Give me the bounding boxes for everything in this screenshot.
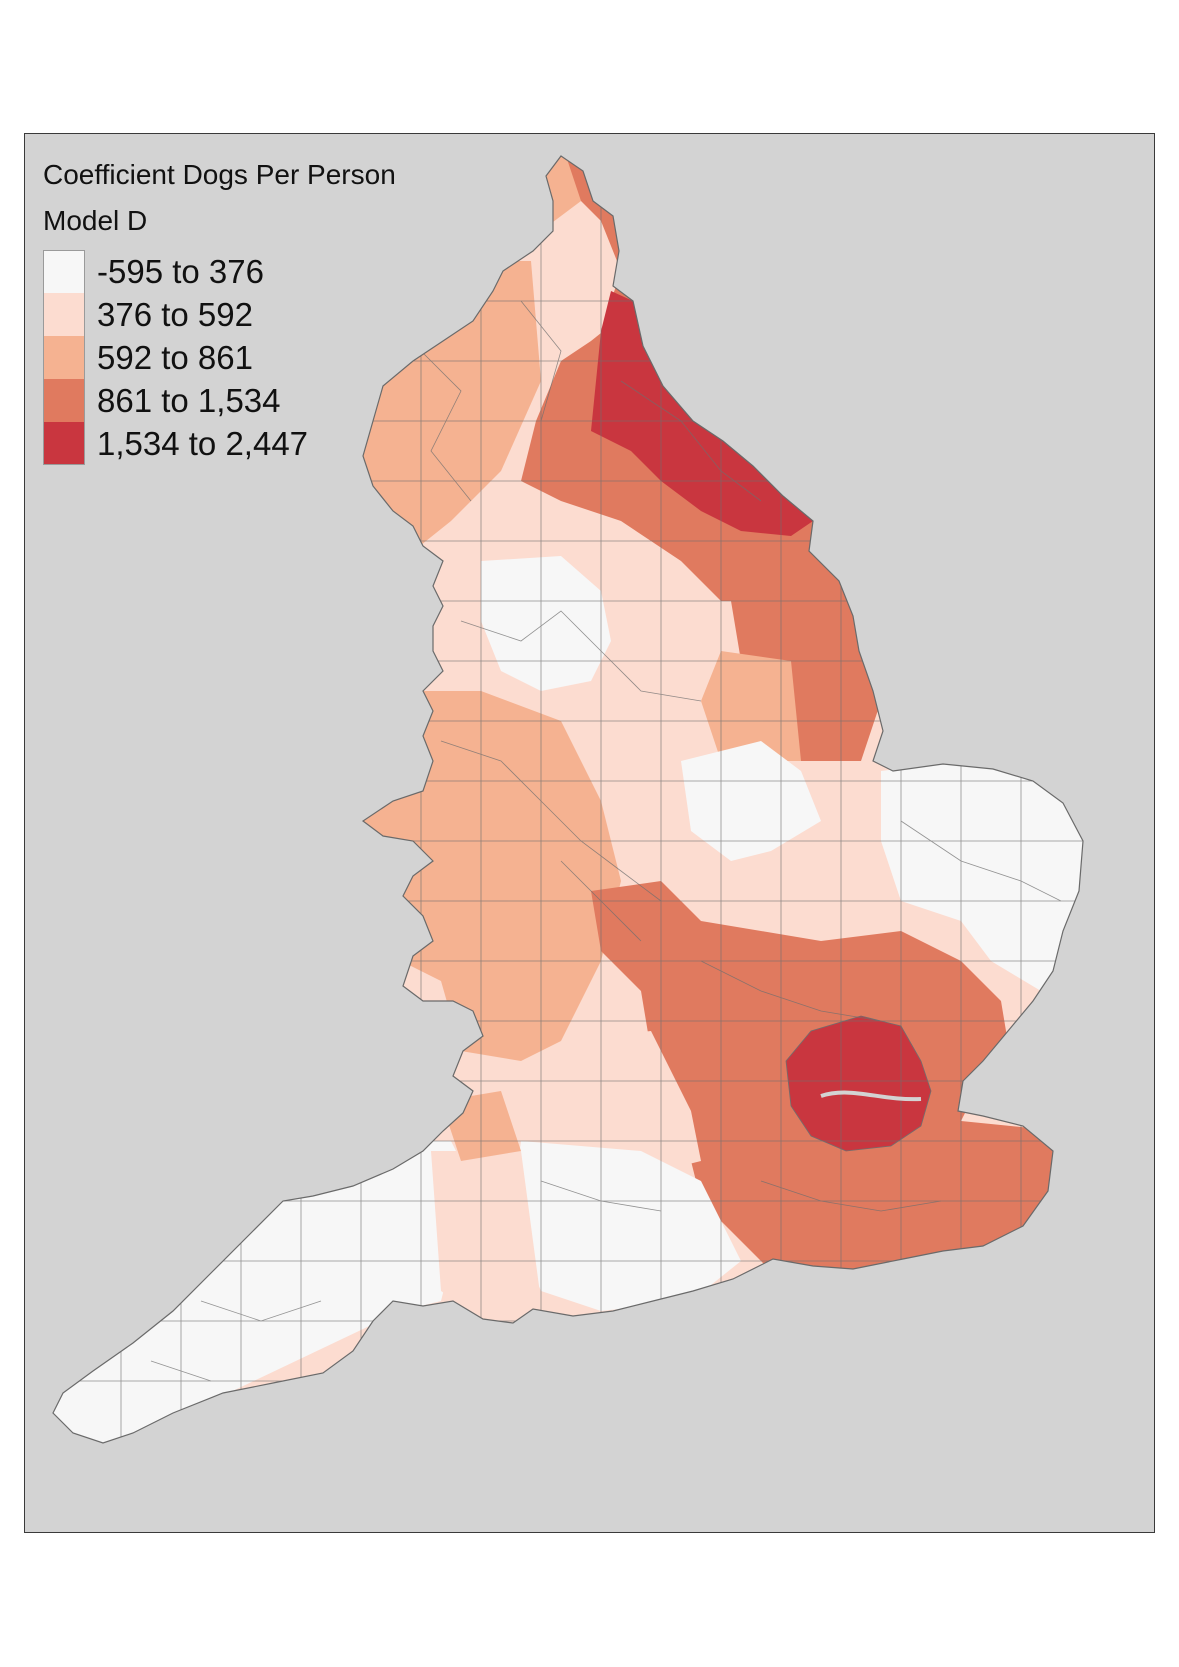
region-durham [591,291,813,536]
region-norfolk-suffolk [881,761,1083,991]
region-lincs [701,651,801,761]
region-london [786,1016,931,1151]
london-outline [785,1015,932,1152]
legend-label: 592 to 861 [97,338,253,376]
region-hampshire-white [511,1141,741,1311]
map-panel: Coefficient Dogs Per Person Model D -595… [24,133,1155,1533]
legend-label: 1,534 to 2,447 [97,424,309,462]
region-derby [581,701,701,841]
legend-title: Coefficient Dogs Per Person [43,159,396,190]
legend-swatch [43,293,85,336]
region-dorset [431,1151,541,1319]
legend-item: -595 to 376 [43,250,396,293]
legend-swatch [43,422,85,465]
legend-swatch [43,250,85,293]
legend-items: -595 to 376 376 to 592 592 to 861 861 to 1,… [43,250,396,465]
map-legend: Coefficient Dogs Per Person Model D -595… [43,152,396,465]
legend-item: 376 to 592 [43,293,396,336]
legend-label: 376 to 592 [97,295,253,333]
thames-estuary [820,1090,922,1102]
legend-swatch [43,336,85,379]
region-yorkshire-urban [481,556,611,691]
legend-label: 861 to 1,534 [97,381,281,419]
legend-label: -595 to 376 [97,252,264,290]
region-leics [681,741,821,861]
legend-subtitle: Model D [43,205,148,236]
legend-item: 592 to 861 [43,336,396,379]
legend-item: 861 to 1,534 [43,379,396,422]
choropleth-map [52,155,1084,1444]
legend-swatch [43,379,85,422]
legend-item: 1,534 to 2,447 [43,422,396,465]
region-thames-valley [561,1031,701,1171]
